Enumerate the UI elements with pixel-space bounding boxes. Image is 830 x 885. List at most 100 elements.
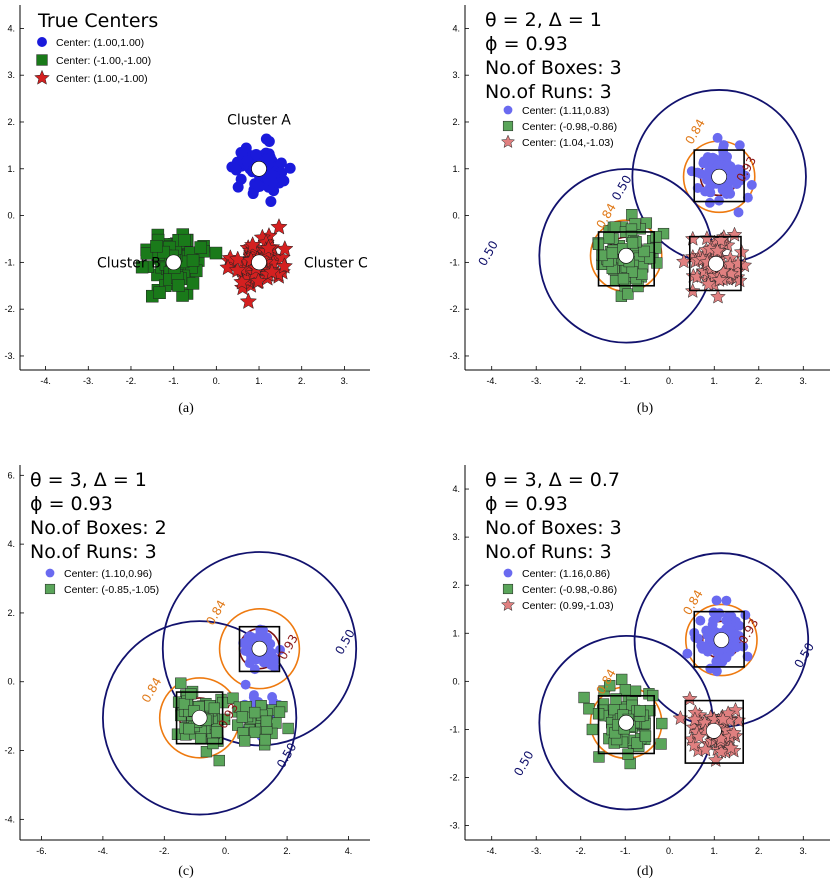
data-point (702, 646, 713, 657)
data-point (718, 150, 729, 161)
data-point (275, 157, 287, 169)
y-tick-label: -1. (449, 257, 460, 267)
data-point (723, 739, 739, 755)
data-point (260, 715, 272, 727)
data-point (249, 664, 260, 675)
legend-marker (34, 69, 50, 85)
data-point (249, 726, 261, 739)
y-tick-label: 2. (7, 117, 15, 127)
center-marker (251, 254, 267, 271)
data-point (230, 164, 242, 176)
data-point (213, 754, 225, 767)
x-tick-label: 0. (222, 846, 230, 856)
y-tick-label: 4. (7, 539, 15, 549)
y-tick-label: -3. (4, 351, 15, 361)
legend-marker (502, 120, 514, 132)
x-tick-label: 1. (255, 376, 263, 386)
x-tick-label: 2. (298, 376, 306, 386)
data-point (247, 188, 259, 200)
data-point (730, 640, 741, 651)
data-point (695, 615, 706, 626)
data-point (733, 207, 744, 218)
data-point (696, 640, 707, 651)
x-tick-label: -1. (620, 376, 631, 386)
x-tick-label: 1. (711, 376, 719, 386)
contour-line (101, 620, 298, 816)
cluster-label: Cluster B (97, 255, 161, 271)
data-point (249, 690, 259, 700)
panel-title-line: True Centers (37, 10, 158, 32)
x-tick-label: -6. (36, 846, 47, 856)
data-point (686, 736, 703, 752)
panel-title-line: No.of Runs: 3 (30, 541, 157, 563)
data-point (746, 179, 757, 190)
legend-marker (503, 568, 513, 578)
data-point (273, 706, 286, 718)
data-point (233, 273, 251, 290)
x-tick-label: 0. (666, 846, 674, 856)
legend-marker (500, 134, 516, 149)
panel-title-line: ϕ = 0.93 (485, 33, 568, 55)
data-point (721, 652, 732, 663)
legend-marker (502, 583, 514, 595)
x-tick-label: 4. (345, 846, 353, 856)
x-tick-label: 3. (800, 376, 808, 386)
data-point (692, 183, 703, 193)
contour-label: 0.84 (203, 598, 228, 628)
panel-b: -4. -3. -2. -1. 0. 1. 2. 3. -3. -2. -1. 0. 1. 2. 3. 4. 0… (449, 5, 830, 416)
data-point (740, 170, 751, 181)
data-point (200, 745, 213, 758)
data-point (712, 658, 723, 669)
x-tick-label: 1. (711, 846, 719, 856)
data-point (586, 723, 598, 736)
cluster-label: Cluster C (304, 255, 368, 271)
data-point (235, 173, 247, 185)
data-point (617, 273, 630, 285)
data-point (239, 735, 251, 747)
y-tick-label: 1. (452, 164, 460, 174)
y-tick-label: 1. (7, 164, 15, 174)
plot-area: 0.840.930.500.840.93 0.50 (101, 551, 358, 816)
data-point (709, 242, 726, 258)
x-tick-label: 3. (341, 376, 349, 386)
data-point (713, 743, 730, 759)
y-tick-label: 3. (452, 70, 460, 80)
data-point (704, 197, 715, 208)
data-point (738, 641, 749, 652)
data-point (650, 231, 662, 243)
data-point (723, 611, 733, 622)
y-tick-label: -3. (449, 821, 460, 831)
data-point (269, 655, 280, 666)
panel-caption: (d) (637, 864, 654, 879)
x-tick-label: -4. (98, 846, 109, 856)
x-tick-label: -4. (486, 846, 497, 856)
contour-line (684, 603, 758, 677)
x-tick-label: -2. (126, 376, 137, 386)
data-point (734, 620, 745, 631)
contour-label: 0.50 (274, 740, 299, 770)
panel-title-line: ϕ = 0.93 (30, 493, 113, 515)
data-point (233, 278, 252, 296)
data-point (209, 246, 223, 260)
panel-title-line: No.of Runs: 3 (485, 541, 612, 563)
data-point (194, 241, 207, 254)
legend-marker (500, 597, 516, 612)
contour-label: 0.50 (609, 173, 634, 203)
data-point (609, 221, 622, 233)
center-marker (618, 714, 634, 731)
data-point (249, 706, 261, 719)
data-point (583, 703, 595, 715)
y-tick-label: 0. (452, 211, 460, 221)
data-point (284, 162, 296, 174)
x-tick-label: -2. (575, 846, 586, 856)
y-tick-label: -1. (4, 257, 15, 267)
data-point (606, 247, 618, 259)
data-point (140, 247, 154, 260)
data-point (686, 711, 703, 727)
data-point (712, 132, 723, 143)
center-marker (713, 632, 730, 648)
legend-marker (44, 583, 56, 595)
data-point (236, 711, 248, 723)
data-point (172, 279, 185, 292)
